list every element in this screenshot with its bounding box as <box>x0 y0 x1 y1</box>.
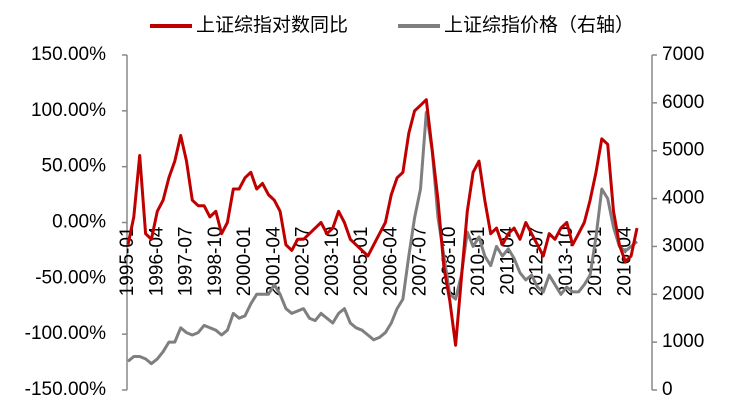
y-tick-label: -50.00% <box>35 267 106 288</box>
y2-tick-label: 2000 <box>662 283 704 304</box>
y2-tick-label: 1000 <box>662 331 704 352</box>
x-tick-label: 1998-10 <box>205 227 226 297</box>
x-tick-label: 1995-01 <box>117 227 138 297</box>
series-line <box>127 110 638 366</box>
y-tick-label: 50.00% <box>42 156 107 177</box>
x-tick-label: 1996-04 <box>146 226 167 296</box>
x-tick-label: 2008-10 <box>439 227 460 297</box>
x-tick-label: 2003-10 <box>322 227 343 297</box>
x-tick-label: 2000-01 <box>234 227 255 297</box>
x-tick-label: 2001-04 <box>263 226 284 296</box>
y-tick-label: -150.00% <box>25 379 106 400</box>
legend-label: 上证综指价格（右轴） <box>444 14 634 36</box>
y-tick-label: 150.00% <box>31 44 106 65</box>
y2-tick-label: 5000 <box>662 140 704 161</box>
y-tick-label: 100.00% <box>31 100 106 121</box>
y-tick-label: -100.00% <box>25 323 106 344</box>
y2-tick-label: 3000 <box>662 235 704 256</box>
x-tick-label: 2006-04 <box>380 226 401 296</box>
y-tick-label: 0.00% <box>52 212 106 233</box>
y2-tick-label: 7000 <box>662 44 704 65</box>
x-tick-label: 2005-01 <box>351 227 372 297</box>
y2-tick-label: 0 <box>662 379 673 400</box>
x-tick-label: 2007-07 <box>410 227 431 297</box>
y2-tick-label: 6000 <box>662 92 704 113</box>
x-tick-label: 1997-07 <box>176 227 197 297</box>
x-tick-label: 2015-01 <box>585 227 606 297</box>
series-line <box>126 98 639 347</box>
y2-tick-label: 4000 <box>662 188 704 209</box>
legend-label: 上证综指对数同比 <box>196 14 348 36</box>
x-tick-label: 2002-07 <box>293 227 314 297</box>
